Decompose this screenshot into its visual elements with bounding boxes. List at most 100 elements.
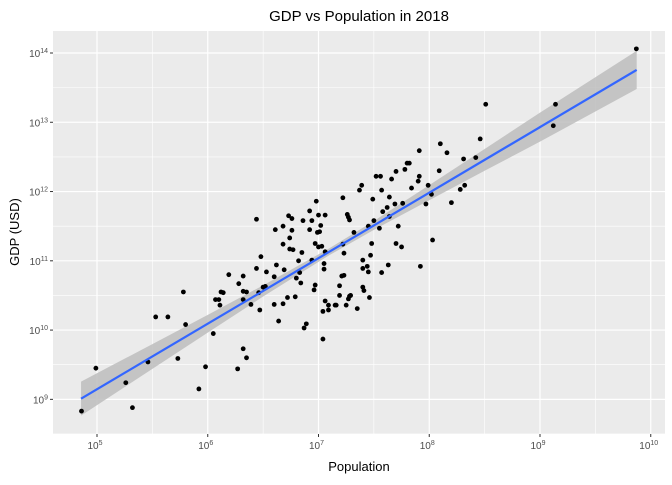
x-tick-label: 109	[530, 440, 545, 452]
data-point	[130, 405, 135, 411]
data-point	[386, 194, 392, 200]
data-point	[373, 173, 379, 179]
data-point	[380, 209, 386, 215]
data-point	[79, 408, 84, 414]
y-tick-label: 1013	[29, 117, 48, 129]
data-point	[244, 289, 249, 295]
x-tick-label: 108	[420, 440, 435, 452]
data-point	[354, 306, 360, 312]
data-point	[301, 325, 307, 331]
data-point	[337, 283, 342, 289]
regression-line	[80, 68, 638, 400]
y-tick-label: 1010	[29, 325, 48, 337]
data-point	[368, 252, 373, 258]
data-point	[303, 321, 309, 327]
data-point	[483, 101, 489, 107]
data-point	[633, 46, 639, 52]
data-point	[333, 302, 339, 308]
data-point	[318, 223, 324, 228]
data-point	[210, 331, 216, 336]
data-point	[395, 223, 401, 229]
data-point	[220, 290, 226, 296]
data-point	[320, 308, 326, 314]
data-point	[365, 269, 371, 275]
data-point	[400, 200, 406, 206]
data-point	[393, 241, 399, 246]
x-tick-base: 10	[87, 441, 99, 452]
data-point	[272, 227, 278, 233]
data-point	[360, 257, 366, 263]
data-point	[123, 380, 129, 386]
fit-line	[80, 68, 638, 400]
data-point	[379, 187, 385, 193]
data-point	[276, 318, 282, 324]
data-points	[79, 46, 639, 414]
y-tick-exponent: 13	[40, 117, 48, 124]
x-axis-label: Population	[328, 459, 389, 474]
data-point	[262, 284, 268, 289]
data-point	[280, 241, 286, 247]
data-point	[316, 212, 321, 218]
grid-lines	[53, 31, 665, 435]
data-point	[287, 235, 293, 241]
data-point	[378, 173, 383, 179]
data-point	[457, 187, 463, 192]
data-point	[299, 250, 305, 255]
y-tick-base: 10	[29, 49, 41, 60]
data-point	[477, 136, 483, 142]
data-point	[280, 301, 286, 307]
data-point	[313, 198, 319, 204]
data-point	[254, 266, 259, 271]
x-tick-exponent: 10	[650, 440, 658, 447]
x-tick-label: 1010	[639, 440, 658, 452]
data-point	[216, 297, 222, 303]
x-tick-exponent: 5	[99, 440, 103, 447]
data-point	[348, 293, 354, 298]
y-tick-label: 1014	[29, 48, 48, 60]
data-point	[357, 187, 362, 193]
data-point	[257, 307, 263, 313]
data-point	[165, 314, 171, 320]
data-point	[309, 218, 315, 224]
data-point	[254, 216, 259, 222]
data-point	[290, 247, 296, 253]
data-point	[393, 169, 399, 174]
x-tick-label: 107	[309, 440, 324, 452]
data-point	[322, 298, 328, 304]
data-point	[385, 262, 391, 268]
data-point	[364, 263, 370, 269]
x-tick-exponent: 6	[209, 440, 213, 447]
data-point	[289, 227, 295, 233]
data-point	[93, 365, 99, 371]
data-point	[337, 293, 342, 298]
data-point	[321, 266, 327, 272]
data-point	[196, 386, 202, 392]
y-tick-label: 109	[33, 394, 48, 406]
data-point	[416, 173, 422, 179]
chart-title: GDP vs Population in 2018	[269, 8, 449, 25]
data-point	[240, 273, 246, 279]
data-point	[300, 218, 306, 224]
data-point	[319, 243, 325, 249]
data-point	[341, 250, 347, 256]
data-point	[175, 356, 181, 361]
data-point	[321, 261, 327, 266]
y-tick-label: 1012	[29, 187, 48, 199]
data-point	[203, 364, 208, 370]
y-tick-base: 10	[33, 395, 45, 406]
data-point	[311, 287, 317, 293]
data-point	[264, 269, 269, 275]
data-point	[326, 302, 331, 308]
data-point	[377, 225, 382, 231]
data-point	[402, 166, 408, 172]
data-point	[367, 295, 372, 300]
data-point	[417, 263, 423, 269]
data-point	[258, 254, 264, 260]
data-point	[550, 123, 556, 129]
y-axis-label: GDP (USD)	[7, 198, 22, 266]
data-point	[153, 314, 159, 320]
data-point	[235, 366, 241, 372]
x-tick-base: 10	[420, 441, 432, 452]
data-point	[436, 168, 442, 174]
